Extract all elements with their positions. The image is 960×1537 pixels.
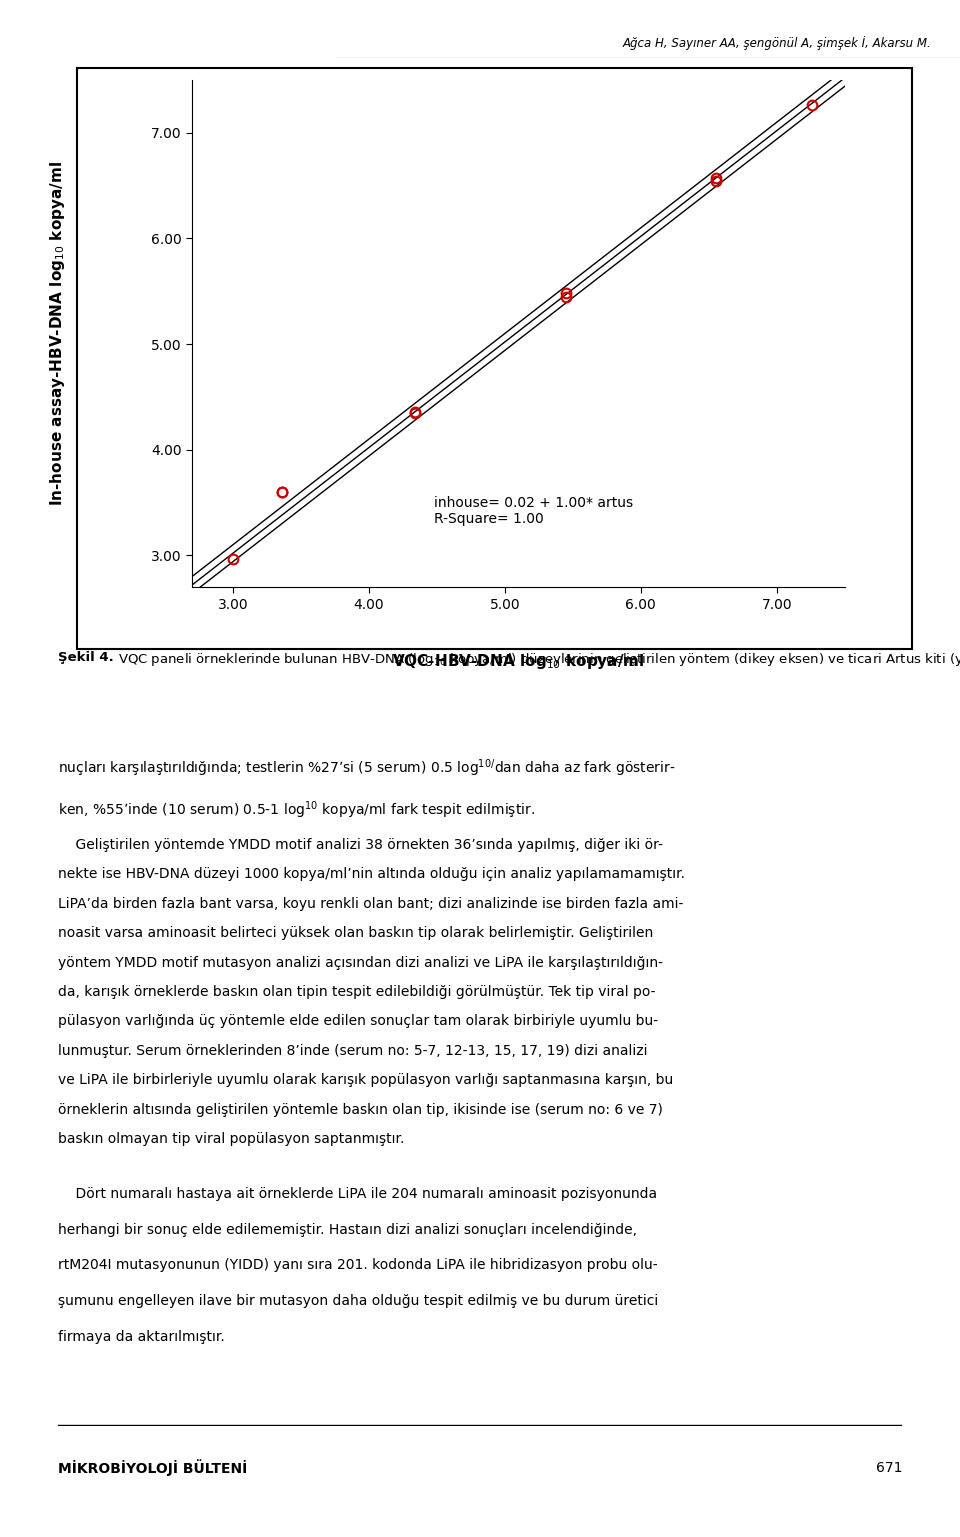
Text: nuçları karşılaştırıldığında; testlerin %27’si (5 serum) 0.5 log$^{10/}$dan daha: nuçları karşılaştırıldığında; testlerin … [58, 758, 675, 779]
Text: noasit varsa aminoasit belirteci yüksek olan baskın tip olarak belirlemiştir. Ge: noasit varsa aminoasit belirteci yüksek … [58, 927, 653, 941]
Text: şumunu engelleyen ilave bir mutasyon daha olduğu tespit edilmiş ve bu durum üret: şumunu engelleyen ilave bir mutasyon dah… [58, 1294, 658, 1308]
Text: örneklerin altısında geliştirilen yöntemle baskın olan tip, ikisinde ise (serum : örneklerin altısında geliştirilen yöntem… [58, 1104, 662, 1117]
Text: nekte ise HBV-DNA düzeyi 1000 kopya/ml’nin altında olduğu için analiz yapılamama: nekte ise HBV-DNA düzeyi 1000 kopya/ml’n… [58, 867, 684, 881]
Text: VQC-HBV-DNA log$_{10}$ kopya/ml: VQC-HBV-DNA log$_{10}$ kopya/ml [392, 652, 645, 670]
Text: LiPA’da birden fazla bant varsa, koyu renkli olan bant; dizi analizinde ise bird: LiPA’da birden fazla bant varsa, koyu re… [58, 896, 683, 910]
Text: inhouse= 0.02 + 1.00* artus
R-Square= 1.00: inhouse= 0.02 + 1.00* artus R-Square= 1.… [434, 496, 633, 526]
Text: da, karışık örneklerde baskın olan tipin tespit edilebildiği görülmüştür. Tek ti: da, karışık örneklerde baskın olan tipin… [58, 985, 655, 999]
Text: pülasyon varlığında üç yöntemle elde edilen sonuçlar tam olarak birbiriyle uyuml: pülasyon varlığında üç yöntemle elde edi… [58, 1014, 658, 1028]
Text: herhangi bir sonuç elde edilememiştir. Hastaın dizi analizi sonuçları incelendiğ: herhangi bir sonuç elde edilememiştir. H… [58, 1222, 636, 1237]
Text: Dört numaralı hastaya ait örneklerde LiPA ile 204 numaralı aminoasit pozisyonund: Dört numaralı hastaya ait örneklerde LiP… [58, 1187, 657, 1200]
Text: lunmuştur. Serum örneklerinden 8’inde (serum no: 5-7, 12-13, 15, 17, 19) dizi an: lunmuştur. Serum örneklerinden 8’inde (s… [58, 1044, 647, 1057]
Text: Ağca H, Sayıner AA, şengönül A, şimşek İ, Akarsu M.: Ağca H, Sayıner AA, şengönül A, şimşek İ… [622, 35, 931, 51]
Text: baskın olmayan tip viral popülasyon saptanmıştır.: baskın olmayan tip viral popülasyon sapt… [58, 1133, 404, 1147]
Text: In-house assay-HBV-DNA log$_{10}$ kopya/ml: In-house assay-HBV-DNA log$_{10}$ kopya/… [48, 161, 67, 506]
Text: MİKROBİYOLOJİ BÜLTENİ: MİKROBİYOLOJİ BÜLTENİ [58, 1460, 247, 1476]
Text: ken, %55’inde (10 serum) 0.5-1 log$^{10}$ kopya/ml fark tespit edilmiştir.: ken, %55’inde (10 serum) 0.5-1 log$^{10}… [58, 799, 535, 821]
Text: yöntem YMDD motif mutasyon analizi açısından dizi analizi ve LiPA ile karşılaştı: yöntem YMDD motif mutasyon analizi açısı… [58, 956, 662, 970]
Text: firmaya da aktarılmıştır.: firmaya da aktarılmıştır. [58, 1330, 225, 1345]
Text: VQC paneli örneklerinde bulunan HBV-DNA (log$_{10}$ kopya/ml) düzeylerinin geliş: VQC paneli örneklerinde bulunan HBV-DNA … [118, 652, 960, 669]
Text: Geliştirilen yöntemde YMDD motif analizi 38 örnekten 36’sında yapılmış, diğer ik: Geliştirilen yöntemde YMDD motif analizi… [58, 838, 662, 851]
Text: Şekil 4.: Şekil 4. [58, 652, 113, 664]
Text: ve LiPA ile birbirleriyle uyumlu olarak karışık popülasyon varlığı saptanmasına : ve LiPA ile birbirleriyle uyumlu olarak … [58, 1073, 673, 1087]
Text: 671: 671 [876, 1460, 902, 1476]
Text: rtM204I mutasyonunun (YIDD) yanı sıra 201. kodonda LiPA ile hibridizasyon probu : rtM204I mutasyonunun (YIDD) yanı sıra 20… [58, 1259, 658, 1273]
